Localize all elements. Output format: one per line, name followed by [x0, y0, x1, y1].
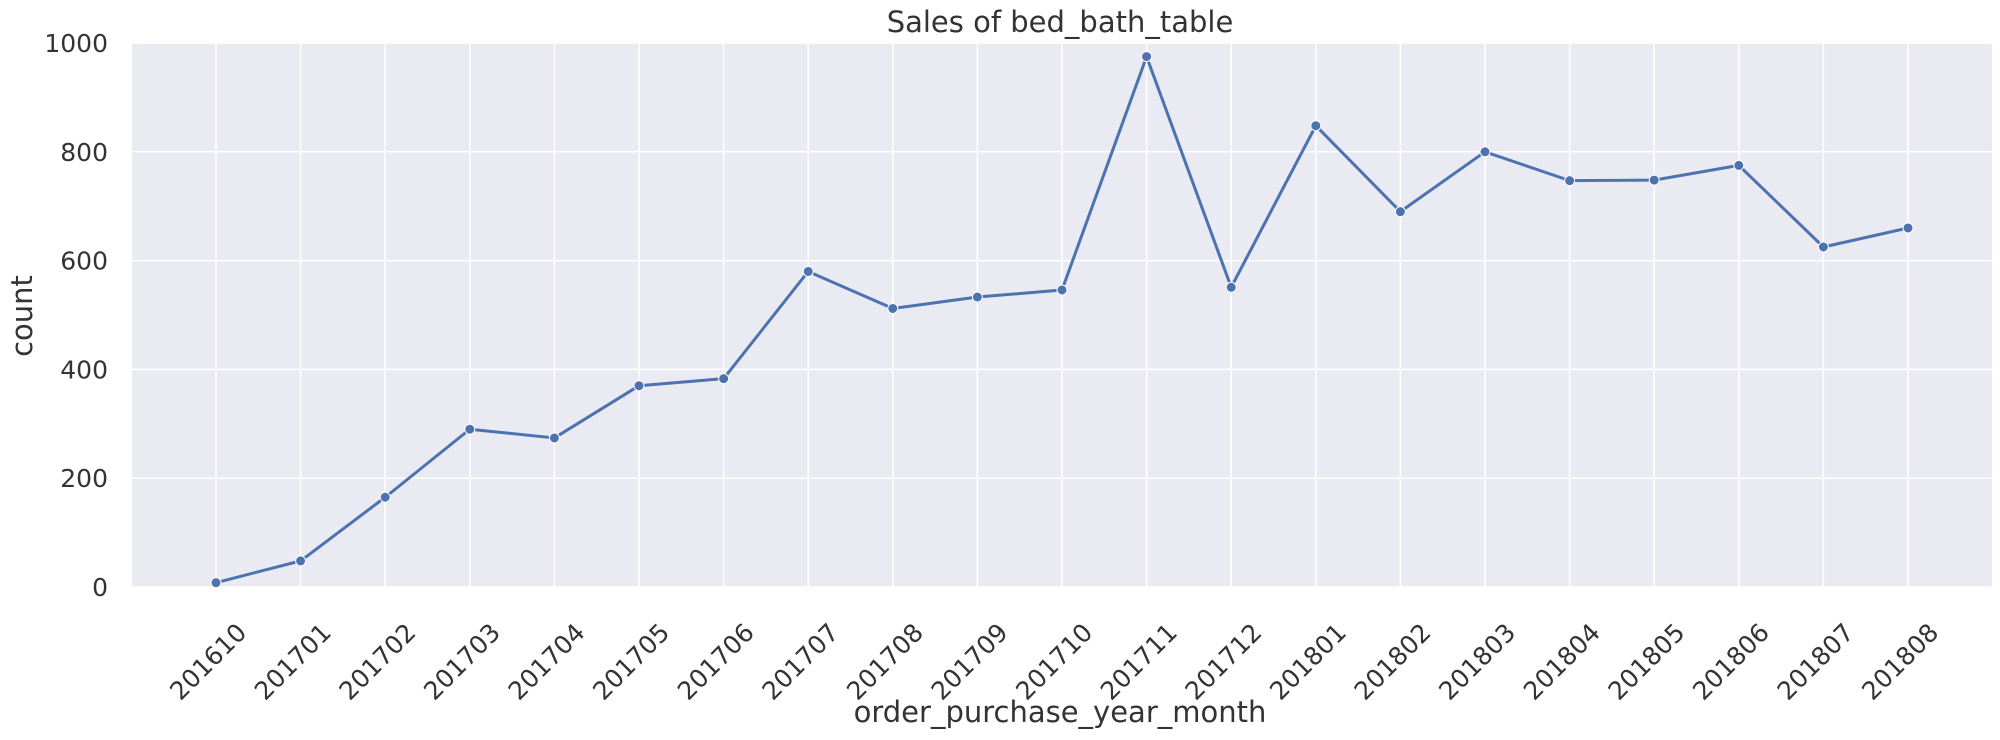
y-axis-label: count [5, 275, 39, 357]
data-point [295, 555, 307, 567]
data-point [1056, 284, 1068, 296]
x-tick-label: 201807 [1772, 618, 1860, 706]
data-point [464, 423, 476, 435]
data-point [548, 432, 560, 444]
x-tick-label: 201703 [418, 618, 506, 706]
x-tick-label: 201804 [1518, 618, 1606, 706]
chart-title: Sales of bed_bath_table [887, 5, 1234, 39]
x-tick-label: 201708 [841, 618, 929, 706]
data-point [718, 373, 730, 385]
y-tick-label: 0 [92, 573, 108, 602]
x-tick-label: 201710 [1010, 618, 1098, 706]
y-tick-label: 1000 [44, 29, 108, 58]
x-tick-label: 201610 [164, 618, 252, 706]
x-tick-label: 201712 [1179, 618, 1267, 706]
data-point [1733, 159, 1745, 171]
x-axis-ticks: 2016102017012017022017032017042017052017… [164, 618, 1944, 706]
y-axis-ticks: 0 200 400 600 800 1000 [44, 29, 108, 602]
grid-lines [132, 42, 1992, 588]
x-tick-label: 201711 [1095, 618, 1183, 706]
y-tick-label: 400 [60, 355, 108, 384]
y-tick-label: 200 [60, 464, 108, 493]
data-point [1141, 51, 1153, 63]
y-tick-label: 600 [60, 247, 108, 276]
x-tick-label: 201806 [1687, 618, 1775, 706]
data-point [210, 577, 222, 589]
data-point [633, 380, 645, 392]
data-point [887, 302, 899, 314]
data-point [802, 265, 814, 277]
data-point [1648, 174, 1660, 186]
series-layer [210, 51, 1914, 589]
data-point [1394, 206, 1406, 218]
data-point [1225, 281, 1237, 293]
x-tick-label: 201709 [926, 618, 1014, 706]
x-tick-label: 201707 [756, 618, 844, 706]
x-tick-label: 201705 [587, 618, 675, 706]
x-tick-label: 201803 [1433, 618, 1521, 706]
x-tick-label: 201801 [1264, 618, 1352, 706]
data-point [379, 491, 391, 503]
x-tick-label: 201802 [1349, 618, 1437, 706]
x-tick-label: 201706 [672, 618, 760, 706]
y-tick-label: 800 [60, 138, 108, 167]
x-tick-label: 201805 [1602, 618, 1690, 706]
x-tick-label: 201701 [249, 618, 337, 706]
x-tick-label: 201704 [503, 618, 591, 706]
data-point [1564, 175, 1576, 187]
x-axis-label: order_purchase_year_month [854, 695, 1267, 729]
x-tick-label: 201808 [1856, 618, 1944, 706]
data-point [1310, 120, 1322, 132]
data-point [1817, 241, 1829, 253]
x-tick-label: 201702 [333, 618, 421, 706]
data-point [1902, 222, 1914, 234]
data-point [1479, 146, 1491, 158]
data-point [971, 291, 983, 303]
